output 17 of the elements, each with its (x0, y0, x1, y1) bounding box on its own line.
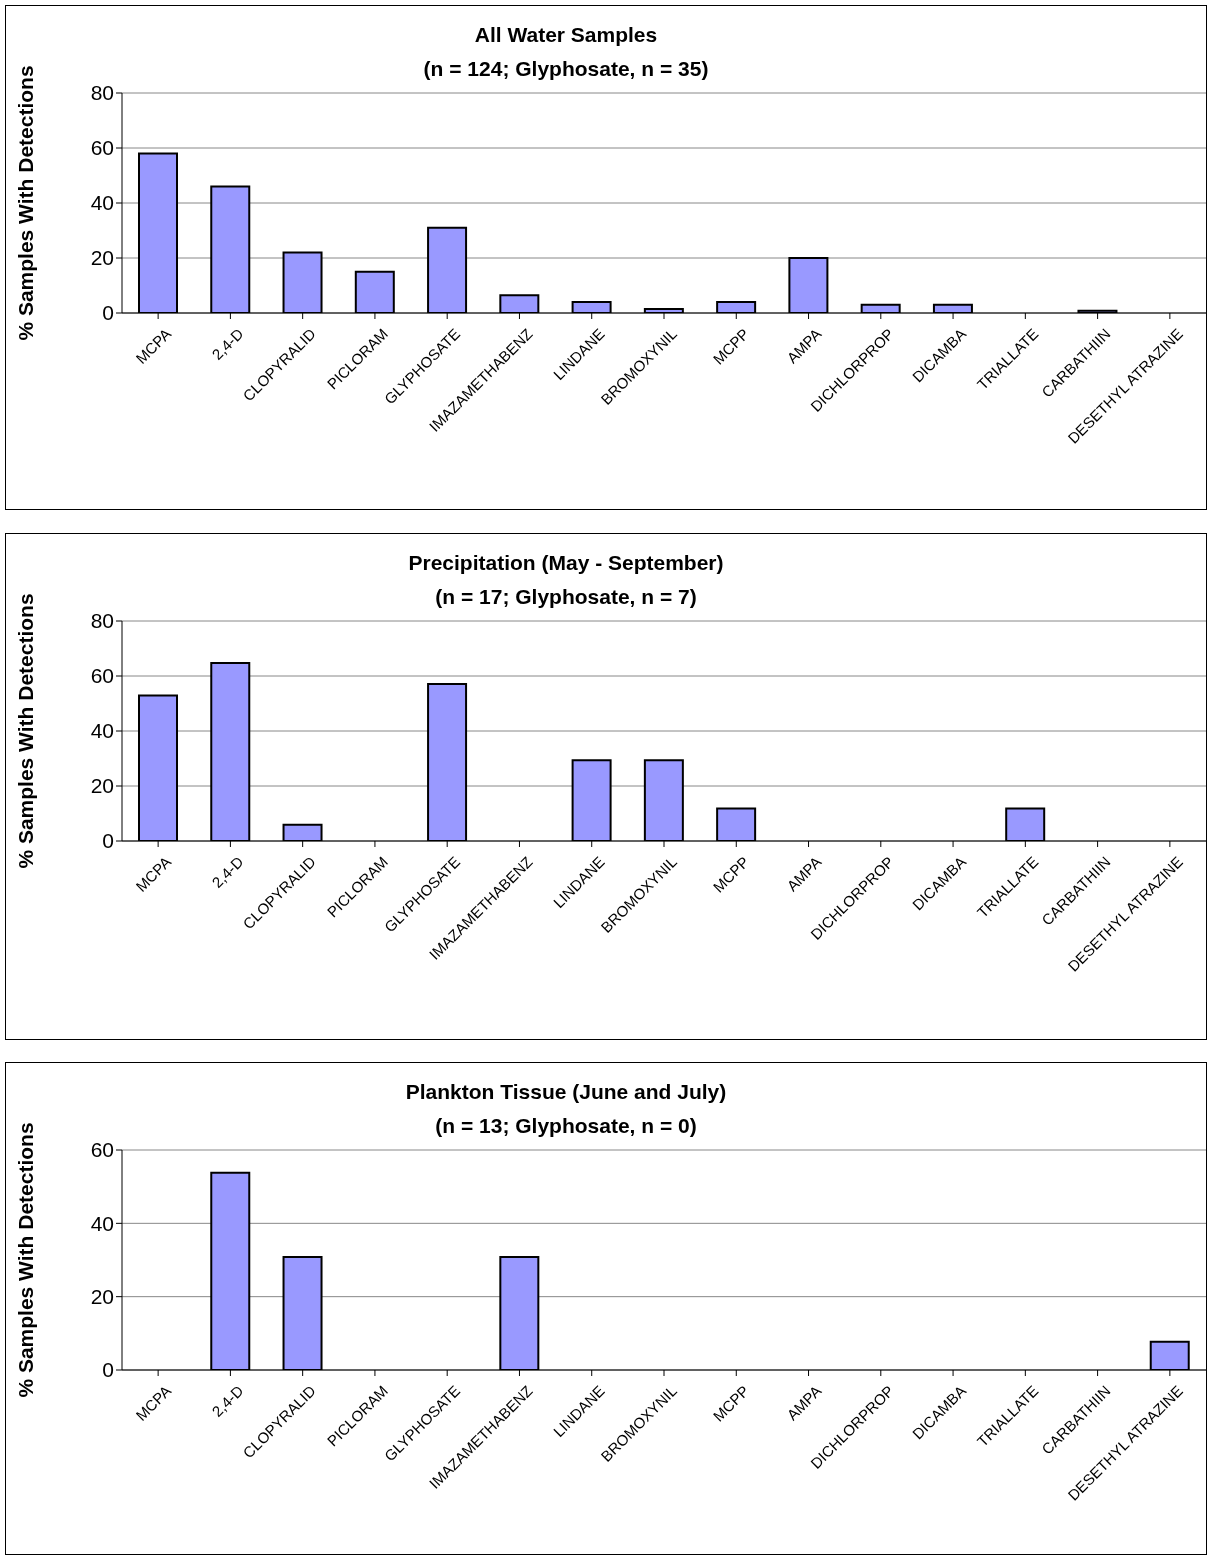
y-tick-label: 60 (90, 664, 114, 688)
y-tick-label: 40 (90, 1211, 114, 1235)
y-tick-label: 80 (90, 609, 114, 633)
y-tick-label: 0 (102, 1358, 114, 1382)
y-tick-label: 20 (90, 1285, 114, 1309)
y-tick-label: 0 (102, 301, 114, 325)
y-tick-label: 60 (90, 136, 114, 160)
y-tick-label: 60 (90, 1138, 114, 1162)
y-tick-label: 80 (90, 81, 114, 105)
y-tick-label: 20 (90, 774, 114, 798)
y-tick-label: 20 (90, 246, 114, 270)
y-axis-title: % Samples With Detections (14, 65, 38, 341)
y-tick-label: 40 (90, 719, 114, 743)
y-tick-label: 0 (102, 829, 114, 853)
y-axis-title: % Samples With Detections (14, 593, 38, 869)
y-axis-title: % Samples With Detections (14, 1122, 38, 1398)
y-tick-label: 40 (90, 191, 114, 215)
